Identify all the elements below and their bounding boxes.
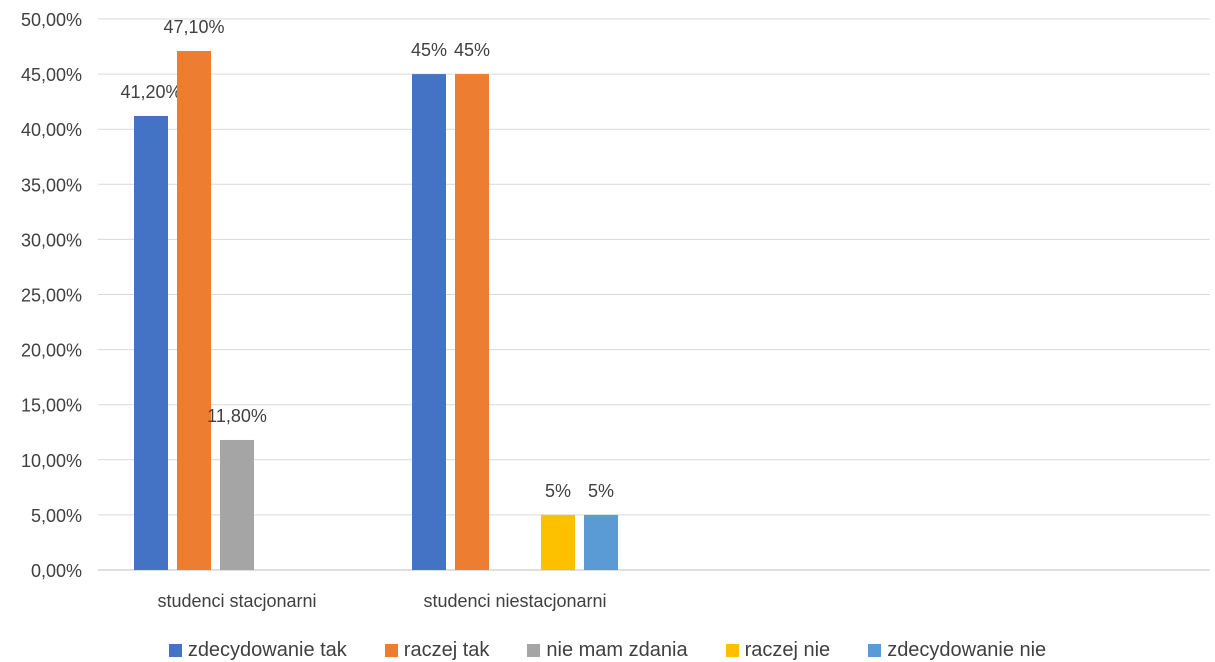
- y-tick-label: 0,00%: [31, 561, 82, 581]
- x-tick-label: studenci niestacjonarni: [423, 591, 606, 611]
- y-tick-label: 45,00%: [21, 65, 82, 85]
- data-label: 45%: [411, 40, 447, 60]
- data-label: 47,10%: [163, 17, 224, 37]
- y-tick-label: 5,00%: [31, 506, 82, 526]
- legend-swatch: [868, 643, 882, 657]
- legend-label: zdecydowanie tak: [187, 638, 347, 661]
- legend-label: raczej nie: [744, 638, 831, 661]
- bar: [134, 115, 168, 570]
- legend-label: zdecydowanie nie: [887, 638, 1047, 661]
- y-tick-label: 20,00%: [21, 341, 82, 361]
- chart-legend: zdecydowanie tak raczej tak nie mam zdania…: [0, 638, 1215, 662]
- legend-item: zdecydowanie nie: [868, 639, 1046, 662]
- legend-label: nie mam zdania: [546, 638, 688, 661]
- bar: [455, 74, 489, 570]
- legend-item: raczej tak: [384, 638, 490, 662]
- legend-swatch: [527, 643, 541, 657]
- y-tick-label: 35,00%: [21, 175, 82, 195]
- bar-chart: 0,00% 5,00% 10,00% 15,00% 20,00% 25,00% 30,00%…: [21, 10, 1210, 611]
- bar: [220, 439, 254, 570]
- y-tick-label: 25,00%: [21, 286, 82, 306]
- y-tick-label: 50,00%: [21, 10, 82, 30]
- data-label: 41,20%: [120, 82, 181, 102]
- legend-swatch: [384, 643, 398, 657]
- x-tick-label: studenci stacjonarni: [157, 591, 316, 611]
- bar: [177, 50, 211, 570]
- y-tick-label: 40,00%: [21, 120, 82, 140]
- legend-swatch: [168, 643, 182, 657]
- data-label: 5%: [588, 481, 614, 501]
- legend-item: zdecydowanie tak: [168, 638, 347, 662]
- legend-label: raczej tak: [403, 638, 490, 661]
- data-label: 11,80%: [207, 406, 267, 426]
- y-tick-label: 10,00%: [21, 451, 82, 471]
- legend-item: nie mam zdania: [527, 638, 688, 662]
- y-tick-label: 15,00%: [21, 396, 82, 416]
- bar: [584, 514, 618, 570]
- data-label: 5%: [545, 481, 571, 501]
- legend-swatch: [725, 643, 739, 657]
- y-tick-label: 30,00%: [21, 230, 82, 250]
- data-label: 45%: [454, 40, 490, 60]
- bar: [541, 514, 575, 570]
- bar: [412, 74, 446, 570]
- legend-item: raczej nie: [725, 638, 831, 662]
